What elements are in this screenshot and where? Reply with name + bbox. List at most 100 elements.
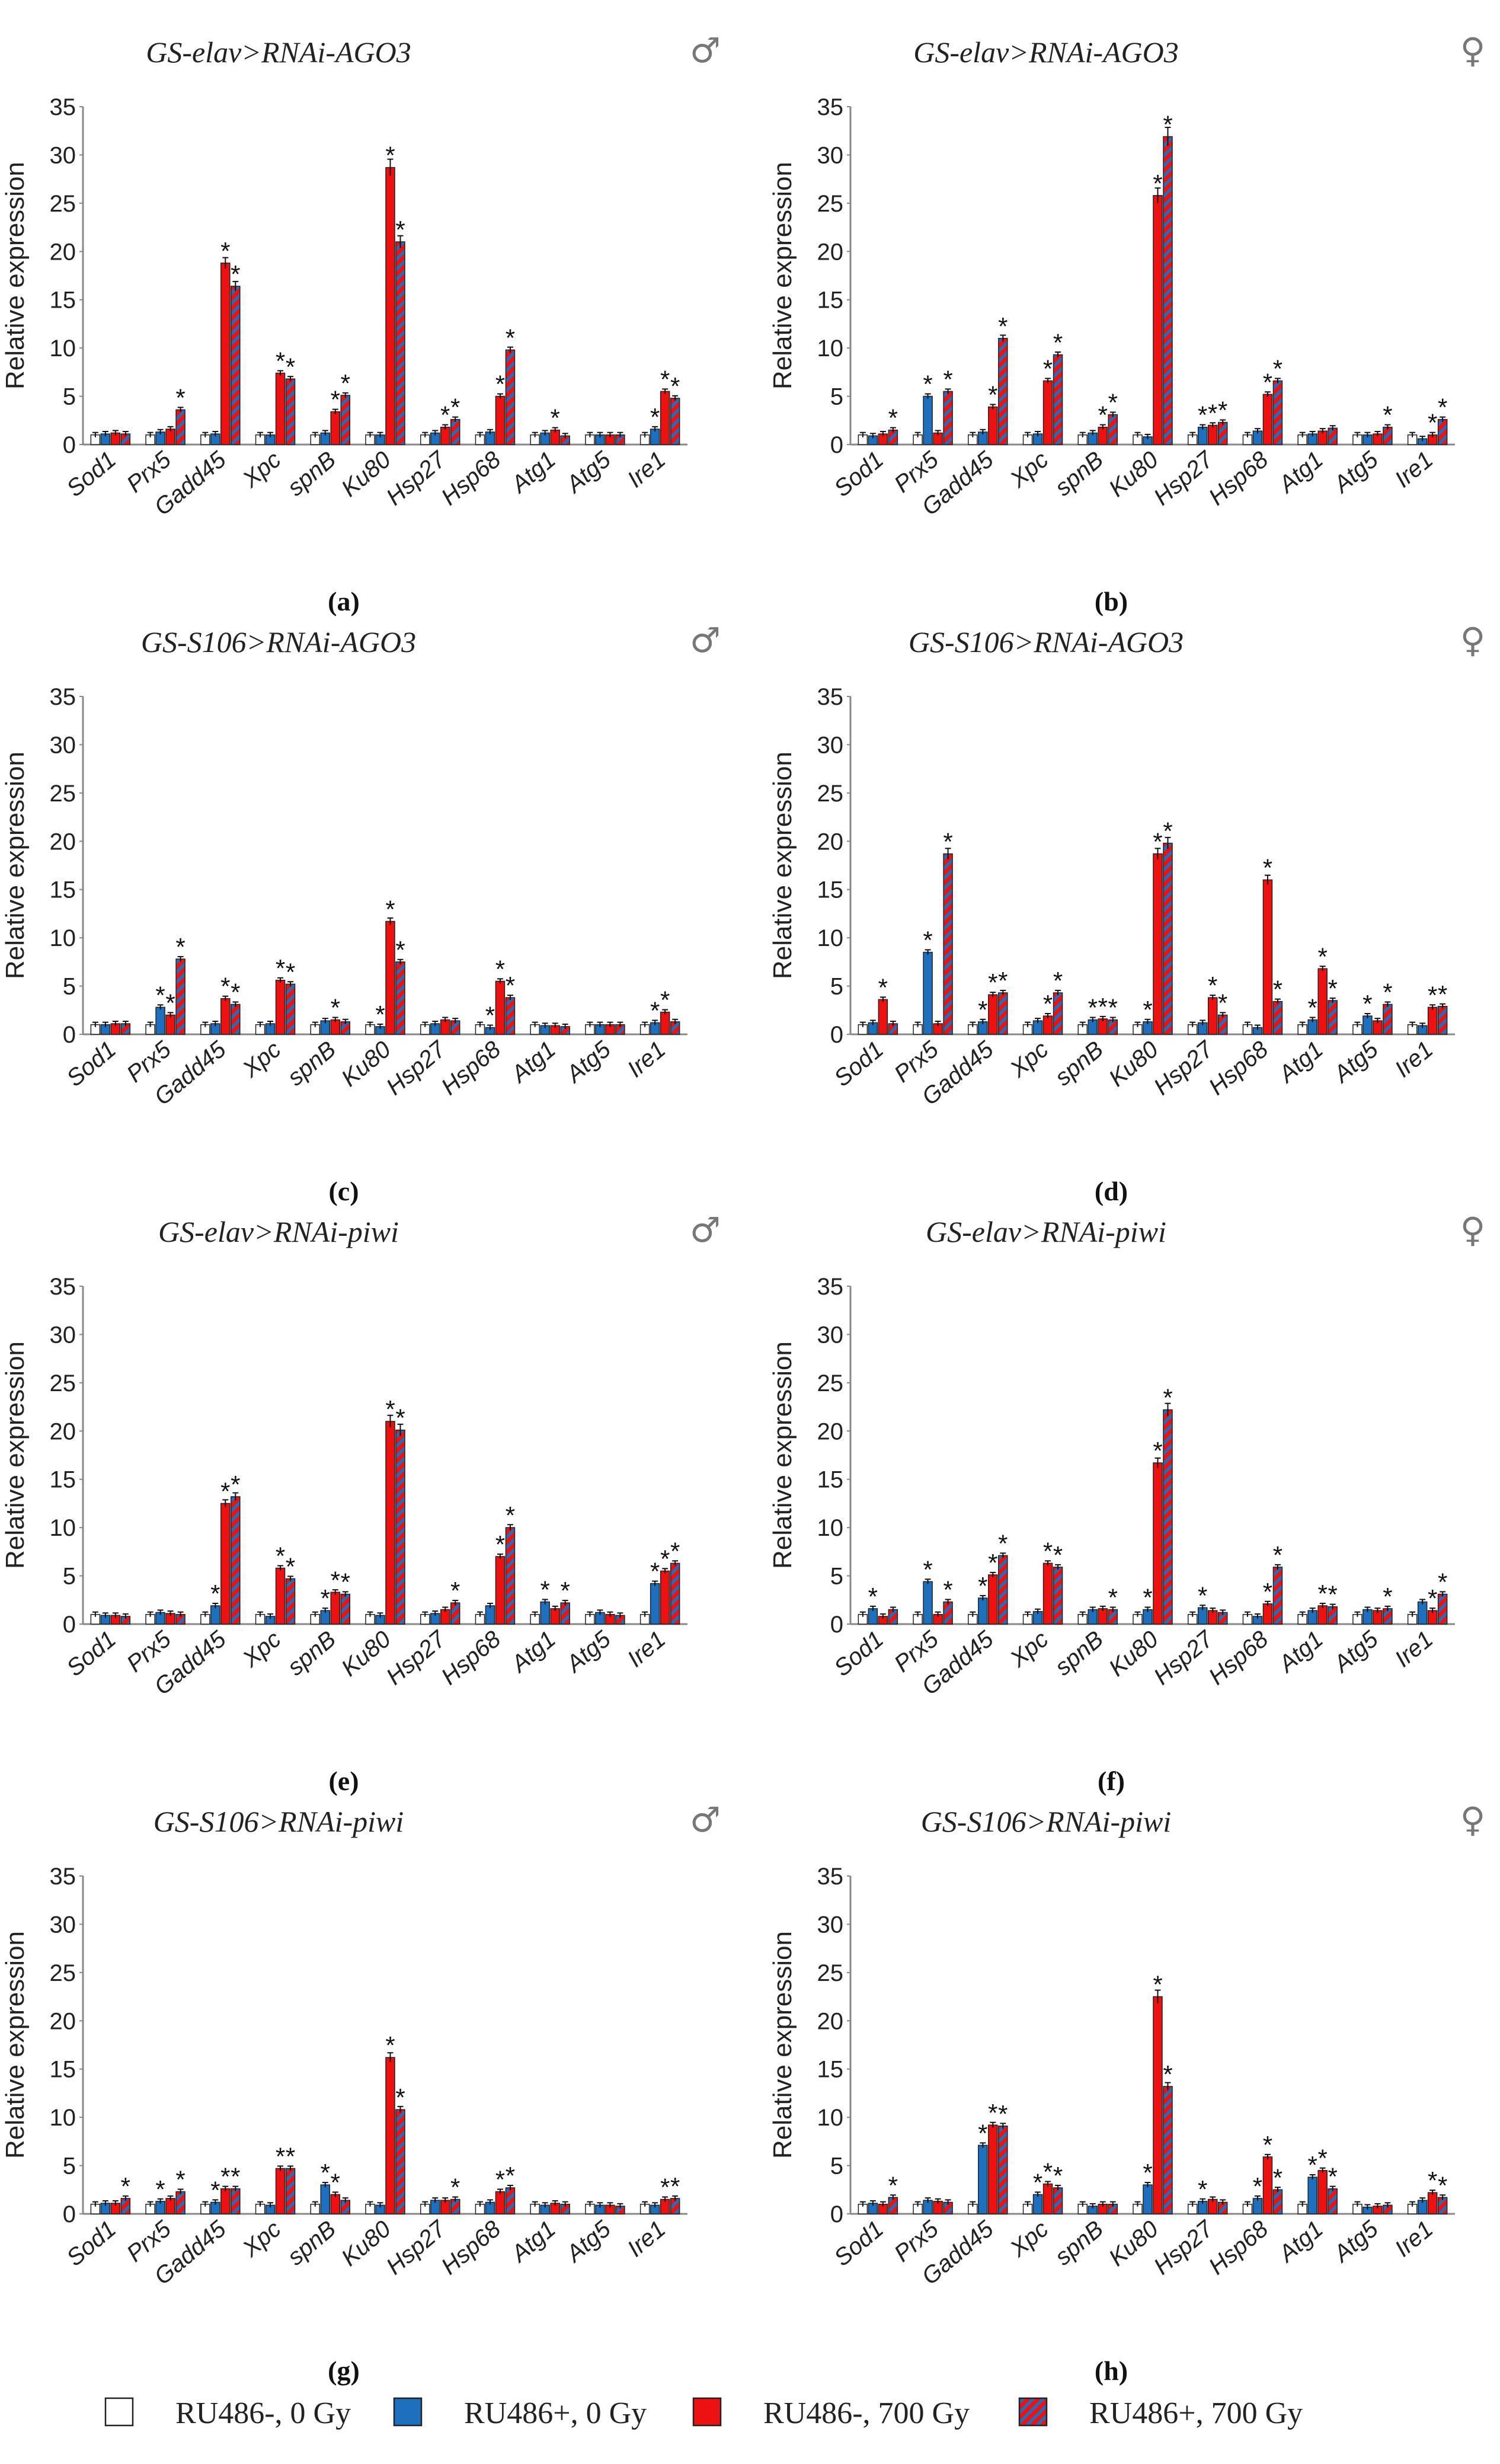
bar: [1143, 2184, 1153, 2214]
sex-symbol: ♂: [690, 1800, 721, 1840]
y-axis-label: Relative expression: [768, 752, 797, 979]
significance-star: *: [1273, 2163, 1282, 2191]
panel-title: GS-S106>RNAi-piwi: [921, 1805, 1172, 1838]
sex-symbol: ♀: [1460, 1210, 1485, 1250]
significance-star: *: [331, 994, 340, 1022]
y-tick-label: 20: [50, 239, 76, 265]
significance-star: *: [978, 996, 987, 1024]
bar: [165, 1014, 175, 1035]
significance-star: *: [395, 936, 405, 964]
bar: [285, 1578, 296, 1625]
bar: [1328, 1000, 1338, 1035]
panel-label: (g): [328, 2356, 360, 2386]
significance-star: *: [155, 981, 165, 1009]
bar: [1383, 1004, 1393, 1035]
significance-star: *: [506, 971, 515, 999]
x-tick-label: Ire1: [622, 1036, 670, 1082]
significance-star: *: [385, 1395, 395, 1423]
significance-star: *: [1153, 1437, 1162, 1465]
bar: [340, 395, 351, 445]
significance-star: *: [1088, 994, 1098, 1022]
bar: [505, 349, 516, 445]
bar: [495, 2191, 506, 2214]
significance-star: *: [506, 2162, 515, 2190]
significance-star: *: [1043, 990, 1053, 1018]
bar: [1163, 842, 1173, 1035]
y-axis-label: Relative expression: [768, 1931, 797, 2159]
x-tick-label: Xpc: [1005, 1626, 1053, 1673]
significance-star: *: [210, 1580, 220, 1607]
bar: [1197, 1607, 1208, 1625]
significance-star: *: [1108, 389, 1118, 417]
legend-label: RU486-, 700 Gy: [763, 2396, 970, 2430]
bar: [1153, 853, 1163, 1035]
significance-star: *: [1273, 976, 1282, 1004]
bar: [1217, 421, 1228, 445]
bar: [1042, 1015, 1053, 1035]
significance-star: *: [978, 2119, 987, 2147]
y-tick-label: 20: [50, 829, 76, 855]
significance-star: *: [321, 1584, 330, 1612]
bar: [1262, 879, 1273, 1035]
x-tick-label: spnB: [1050, 1036, 1108, 1091]
bar: [660, 1011, 670, 1035]
bar: [275, 980, 286, 1035]
bar: [231, 1004, 241, 1035]
y-axis-label: Relative expression: [1, 162, 30, 389]
y-tick-label: 35: [50, 684, 76, 710]
significance-star: *: [220, 1477, 230, 1505]
significance-star: *: [1383, 401, 1392, 429]
x-tick-label: Atg1: [506, 1036, 561, 1088]
significance-star: *: [1318, 2145, 1328, 2172]
y-tick-label: 10: [817, 1515, 844, 1541]
bar: [923, 951, 933, 1035]
panel-label: (d): [1095, 1176, 1128, 1206]
bar: [1317, 1605, 1328, 1625]
y-tick-label: 5: [830, 2153, 843, 2179]
x-tick-label: Ire1: [622, 1626, 670, 1672]
panel-g: GS-S106>RNAi-piwi ♂ 0 5 10 15 20 25 30 35 Relative…: [1, 1800, 721, 2386]
bar: [998, 2126, 1008, 2214]
y-tick-label: 10: [817, 2105, 844, 2131]
x-tick-label: Atg1: [1273, 446, 1328, 498]
significance-star: *: [121, 2172, 130, 2200]
bar: [978, 2145, 988, 2214]
significance-star: *: [1273, 1541, 1282, 1569]
y-tick-label: 35: [50, 1274, 76, 1300]
x-tick-label: spnB: [1050, 2216, 1108, 2270]
significance-star: *: [1153, 170, 1162, 197]
significance-star: *: [660, 365, 670, 393]
significance-star: *: [220, 973, 230, 1001]
y-tick-label: 10: [50, 1515, 76, 1541]
significance-star: *: [660, 1545, 670, 1573]
x-tick-label: Hsp68: [436, 2216, 506, 2280]
y-tick-label: 15: [50, 287, 76, 314]
bar: [998, 992, 1008, 1035]
bar: [1207, 424, 1218, 445]
significance-star: *: [1263, 368, 1272, 396]
y-axis-label: Relative expression: [1, 752, 30, 979]
significance-star: *: [943, 827, 952, 855]
y-tick-label: 15: [50, 2057, 76, 2083]
bar: [1272, 2189, 1283, 2214]
x-tick-label: Atg5: [1328, 1626, 1383, 1678]
bar: [1153, 1462, 1163, 1625]
y-tick-label: 25: [50, 191, 76, 217]
y-tick-label: 5: [63, 1564, 76, 1590]
bar: [1328, 1606, 1338, 1625]
significance-star: *: [1218, 397, 1227, 424]
y-tick-label: 35: [817, 94, 844, 120]
panel-label: (c): [328, 1176, 359, 1206]
y-tick-label: 25: [50, 1960, 76, 1986]
bar: [1163, 136, 1173, 445]
legend-swatch: [1018, 2397, 1048, 2427]
bar: [385, 2057, 395, 2214]
panel-f: GS-elav>RNAi-piwi ♀ 0 5 10 15 20 25 30 35 Relative…: [768, 1210, 1485, 1796]
x-tick-label: Xpc: [237, 1036, 286, 1083]
y-axis-label: Relative expression: [768, 162, 797, 389]
sex-symbol: ♂: [690, 30, 721, 71]
panel-title: GS-elav>RNAi-piwi: [926, 1215, 1166, 1248]
significance-star: *: [165, 989, 175, 1017]
bar: [660, 1570, 670, 1625]
bar: [275, 372, 286, 445]
